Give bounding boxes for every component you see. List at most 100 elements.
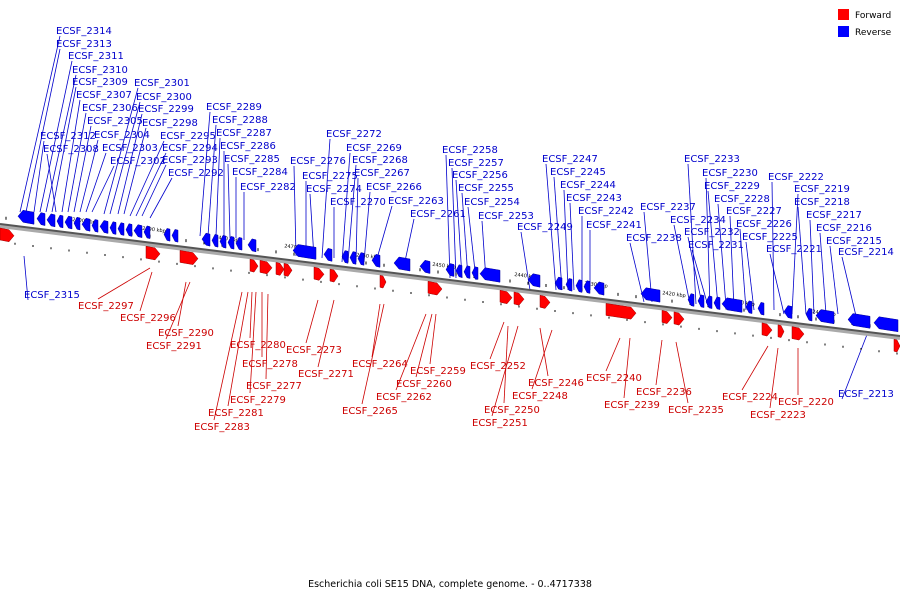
reverse-leader-line xyxy=(461,192,469,279)
reverse-gene-arrow xyxy=(247,238,257,253)
reverse-gene-label: ECSF_2275 xyxy=(302,171,358,182)
reverse-leader-line xyxy=(729,215,735,309)
scale-tick-label: 2440 kbp xyxy=(514,272,538,281)
forward-gene-label: ECSF_2277 xyxy=(246,381,302,392)
reverse-gene-label: ECSF_2263 xyxy=(388,196,444,207)
reverse-gene-label: ECSF_2237 xyxy=(640,202,696,213)
reverse-gene-arrow xyxy=(227,236,235,250)
reverse-leader-line xyxy=(791,193,799,315)
reverse-leader-line xyxy=(717,203,727,307)
forward-leader-line xyxy=(361,303,385,405)
reverse-gene-arrow xyxy=(64,215,73,230)
reverse-gene-arrow xyxy=(455,264,463,278)
scale-tick-label: 2450 kbp xyxy=(432,262,456,271)
reverse-leader-line xyxy=(347,164,357,263)
reverse-gene-label: ECSF_2315 xyxy=(24,290,80,301)
reverse-gene-arrow xyxy=(357,252,365,266)
reverse-leader-line xyxy=(19,35,61,213)
reverse-leader-line xyxy=(707,190,719,307)
reverse-gene-label: ECSF_2229 xyxy=(704,181,760,192)
forward-leader-line xyxy=(165,281,191,340)
forward-gene-arrow xyxy=(761,322,773,337)
forward-leader-line xyxy=(489,321,505,360)
forward-gene-label: ECSF_2259 xyxy=(410,366,466,377)
reverse-leader-line xyxy=(149,177,173,219)
forward-gene-label: ECSF_2246 xyxy=(528,378,584,389)
reverse-gene-label: ECSF_2282 xyxy=(240,182,296,193)
reverse-leader-line xyxy=(51,86,77,213)
forward-gene-arrow xyxy=(379,274,387,289)
forward-gene-label: ECSF_2279 xyxy=(230,395,286,406)
reverse-leader-line xyxy=(691,249,709,307)
reverse-leader-line xyxy=(293,165,297,257)
forward-gene-arrow xyxy=(249,258,259,273)
reverse-gene-arrow xyxy=(73,216,81,231)
forward-gene-arrow xyxy=(777,324,785,338)
forward-gene-label: ECSF_2280 xyxy=(230,340,286,351)
forward-gene-label: ECSF_2251 xyxy=(472,418,528,429)
reverse-gene-label: ECSF_2255 xyxy=(458,183,514,194)
reverse-leader-line xyxy=(745,241,755,311)
reverse-gene-arrow xyxy=(56,214,64,229)
reverse-leader-line xyxy=(45,74,77,213)
scale-tick-label: 2430 kbp xyxy=(584,281,608,290)
reverse-gene-label: ECSF_2284 xyxy=(232,167,288,178)
reverse-gene-label: ECSF_2231 xyxy=(688,240,744,251)
scale-tick-label: 2420 kbp xyxy=(662,290,686,299)
reverse-gene-label: ECSF_2247 xyxy=(542,154,598,165)
reverse-gene-label: ECSF_2227 xyxy=(726,206,782,217)
forward-leader-line xyxy=(249,291,253,339)
reverse-gene-arrow xyxy=(36,212,46,226)
forward-leader-line xyxy=(265,293,269,380)
reverse-gene-label: ECSF_2309 xyxy=(72,77,128,88)
reverse-gene-arrow xyxy=(479,267,501,283)
scale-tick-label: 2460 kbp xyxy=(356,252,380,261)
reverse-gene-arrow xyxy=(219,235,227,249)
reverse-gene-label: ECSF_2302 xyxy=(110,156,166,167)
gene-features xyxy=(0,209,900,353)
reverse-leader-line xyxy=(629,242,645,303)
reverse-gene-label: ECSF_2310 xyxy=(72,65,128,76)
reverse-leader-line xyxy=(771,181,775,311)
forward-leader-line xyxy=(415,313,433,378)
scale-tick-label: 2480 kbp xyxy=(215,235,239,244)
reverse-gene-arrow xyxy=(91,219,99,233)
forward-gene-label: ECSF_2220 xyxy=(778,397,834,408)
reverse-gene-arrow xyxy=(873,316,899,333)
reverse-leader-line xyxy=(451,167,457,279)
reverse-gene-label: ECSF_2213 xyxy=(838,389,894,400)
reverse-gene-label: ECSF_2261 xyxy=(410,209,466,220)
legend-forward-swatch xyxy=(838,9,849,20)
reverse-leader-line xyxy=(123,127,147,215)
reverse-leader-line xyxy=(673,224,691,305)
reverse-gene-label: ECSF_2288 xyxy=(212,115,268,126)
reverse-gene-label: ECSF_2241 xyxy=(586,220,642,231)
forward-gene-label: ECSF_2283 xyxy=(194,422,250,433)
reverse-gene-arrow xyxy=(163,228,171,242)
reverse-leader-line xyxy=(141,164,167,217)
forward-gene-label: ECSF_2265 xyxy=(342,406,398,417)
forward-gene-arrow xyxy=(539,294,551,309)
reverse-gene-arrow xyxy=(575,279,583,293)
reverse-gene-arrow xyxy=(593,281,605,296)
reverse-gene-label: ECSF_2274 xyxy=(306,184,362,195)
reverse-gene-arrow xyxy=(783,305,793,319)
reverse-gene-arrow xyxy=(46,213,56,228)
reverse-gene-label: ECSF_2287 xyxy=(216,128,272,139)
reverse-leader-line xyxy=(363,191,371,263)
reverse-leader-line xyxy=(46,153,57,213)
reverse-gene-label: ECSF_2242 xyxy=(578,206,634,217)
reverse-gene-label: ECSF_2258 xyxy=(442,145,498,156)
reverse-gene-arrow xyxy=(109,221,117,235)
forward-gene-arrow xyxy=(673,311,685,326)
forward-gene-label: ECSF_2278 xyxy=(242,359,298,370)
reverse-gene-arrow xyxy=(419,259,431,274)
reverse-leader-line xyxy=(73,125,92,213)
reverse-gene-arrow xyxy=(99,220,109,234)
backbone-shadow xyxy=(0,224,900,340)
forward-gene-label: ECSF_2252 xyxy=(470,361,526,372)
reverse-gene-arrow xyxy=(463,265,471,279)
reverse-leader-line xyxy=(553,176,563,291)
reverse-gene-arrow xyxy=(527,273,541,288)
reverse-leader-line xyxy=(545,163,557,291)
